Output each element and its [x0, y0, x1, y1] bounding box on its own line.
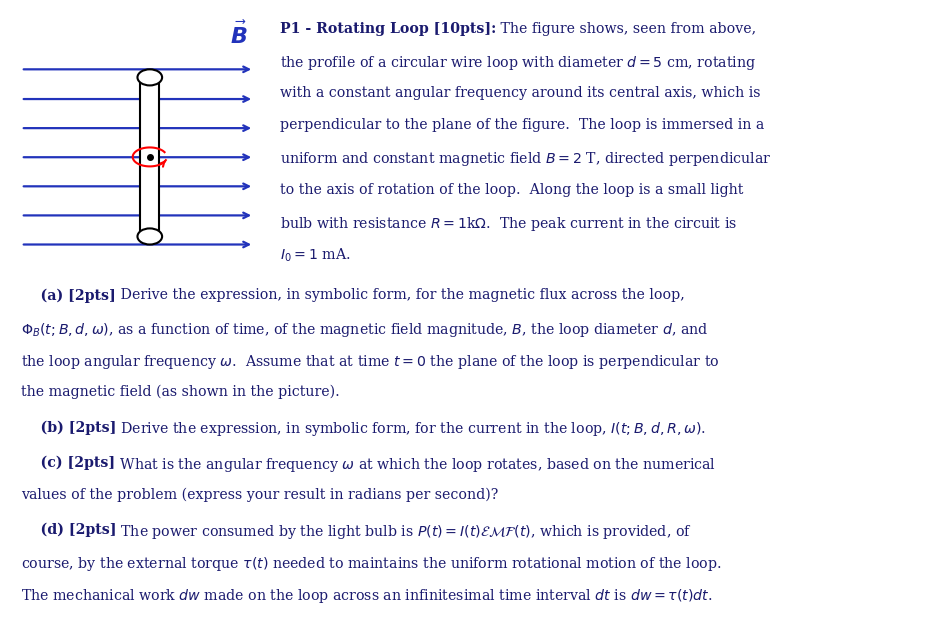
Circle shape — [137, 69, 162, 85]
Text: bulb with resistance $R = 1$k$\Omega$.  The peak current in the circuit is: bulb with resistance $R = 1$k$\Omega$. T… — [280, 215, 737, 233]
Text: P1 - Rotating Loop [10pts]:: P1 - Rotating Loop [10pts]: — [280, 22, 496, 36]
Text: $\vec{\boldsymbol{B}}$: $\vec{\boldsymbol{B}}$ — [230, 20, 247, 48]
Text: perpendicular to the plane of the figure.  The loop is immersed in a: perpendicular to the plane of the figure… — [280, 118, 764, 132]
Text: $\Phi_B(t; B, d, \omega)$, as a function of time, of the magnetic field magnitud: $\Phi_B(t; B, d, \omega)$, as a function… — [21, 321, 708, 339]
Text: uniform and constant magnetic field $B = 2$ T, directed perpendicular: uniform and constant magnetic field $B =… — [280, 150, 771, 168]
Text: (c) [2pts]: (c) [2pts] — [21, 456, 115, 470]
Polygon shape — [140, 77, 159, 236]
Text: with a constant angular frequency around its central axis, which is: with a constant angular frequency around… — [280, 86, 760, 100]
Circle shape — [137, 228, 162, 245]
Text: the magnetic field (as shown in the picture).: the magnetic field (as shown in the pict… — [21, 385, 339, 399]
Text: Derive the expression, in symbolic form, for the magnetic flux across the loop,: Derive the expression, in symbolic form,… — [116, 288, 684, 303]
Text: (b) [2pts]: (b) [2pts] — [21, 420, 117, 435]
Text: What is the angular frequency $\omega$ at which the loop rotates, based on the n: What is the angular frequency $\omega$ a… — [115, 456, 716, 474]
Text: $I_0 = 1$ mA.: $I_0 = 1$ mA. — [280, 247, 350, 264]
Text: Derive the expression, in symbolic form, for the current in the loop, $I(t; B, d: Derive the expression, in symbolic form,… — [117, 420, 706, 438]
Text: The figure shows, seen from above,: The figure shows, seen from above, — [496, 22, 757, 36]
Text: the loop angular frequency $\omega$.  Assume that at time $t = 0$ the plane of t: the loop angular frequency $\omega$. Ass… — [21, 353, 720, 371]
Text: The mechanical work $dw$ made on the loop across an infinitesimal time interval : The mechanical work $dw$ made on the loo… — [21, 587, 713, 605]
Text: the profile of a circular wire loop with diameter $d = 5$ cm, rotating: the profile of a circular wire loop with… — [280, 54, 756, 72]
Text: to the axis of rotation of the loop.  Along the loop is a small light: to the axis of rotation of the loop. Alo… — [280, 183, 743, 197]
Text: course, by the external torque $\tau(t)$ needed to maintains the uniform rotatio: course, by the external torque $\tau(t)$… — [21, 555, 721, 573]
Text: values of the problem (express your result in radians per second)?: values of the problem (express your resu… — [21, 488, 498, 502]
Text: The power consumed by the light bulb is $P(t) = I(t)\mathcal{EMF}(t)$, which is : The power consumed by the light bulb is … — [117, 523, 692, 541]
Text: (d) [2pts]: (d) [2pts] — [21, 523, 117, 537]
Text: (a) [2pts]: (a) [2pts] — [21, 288, 116, 303]
